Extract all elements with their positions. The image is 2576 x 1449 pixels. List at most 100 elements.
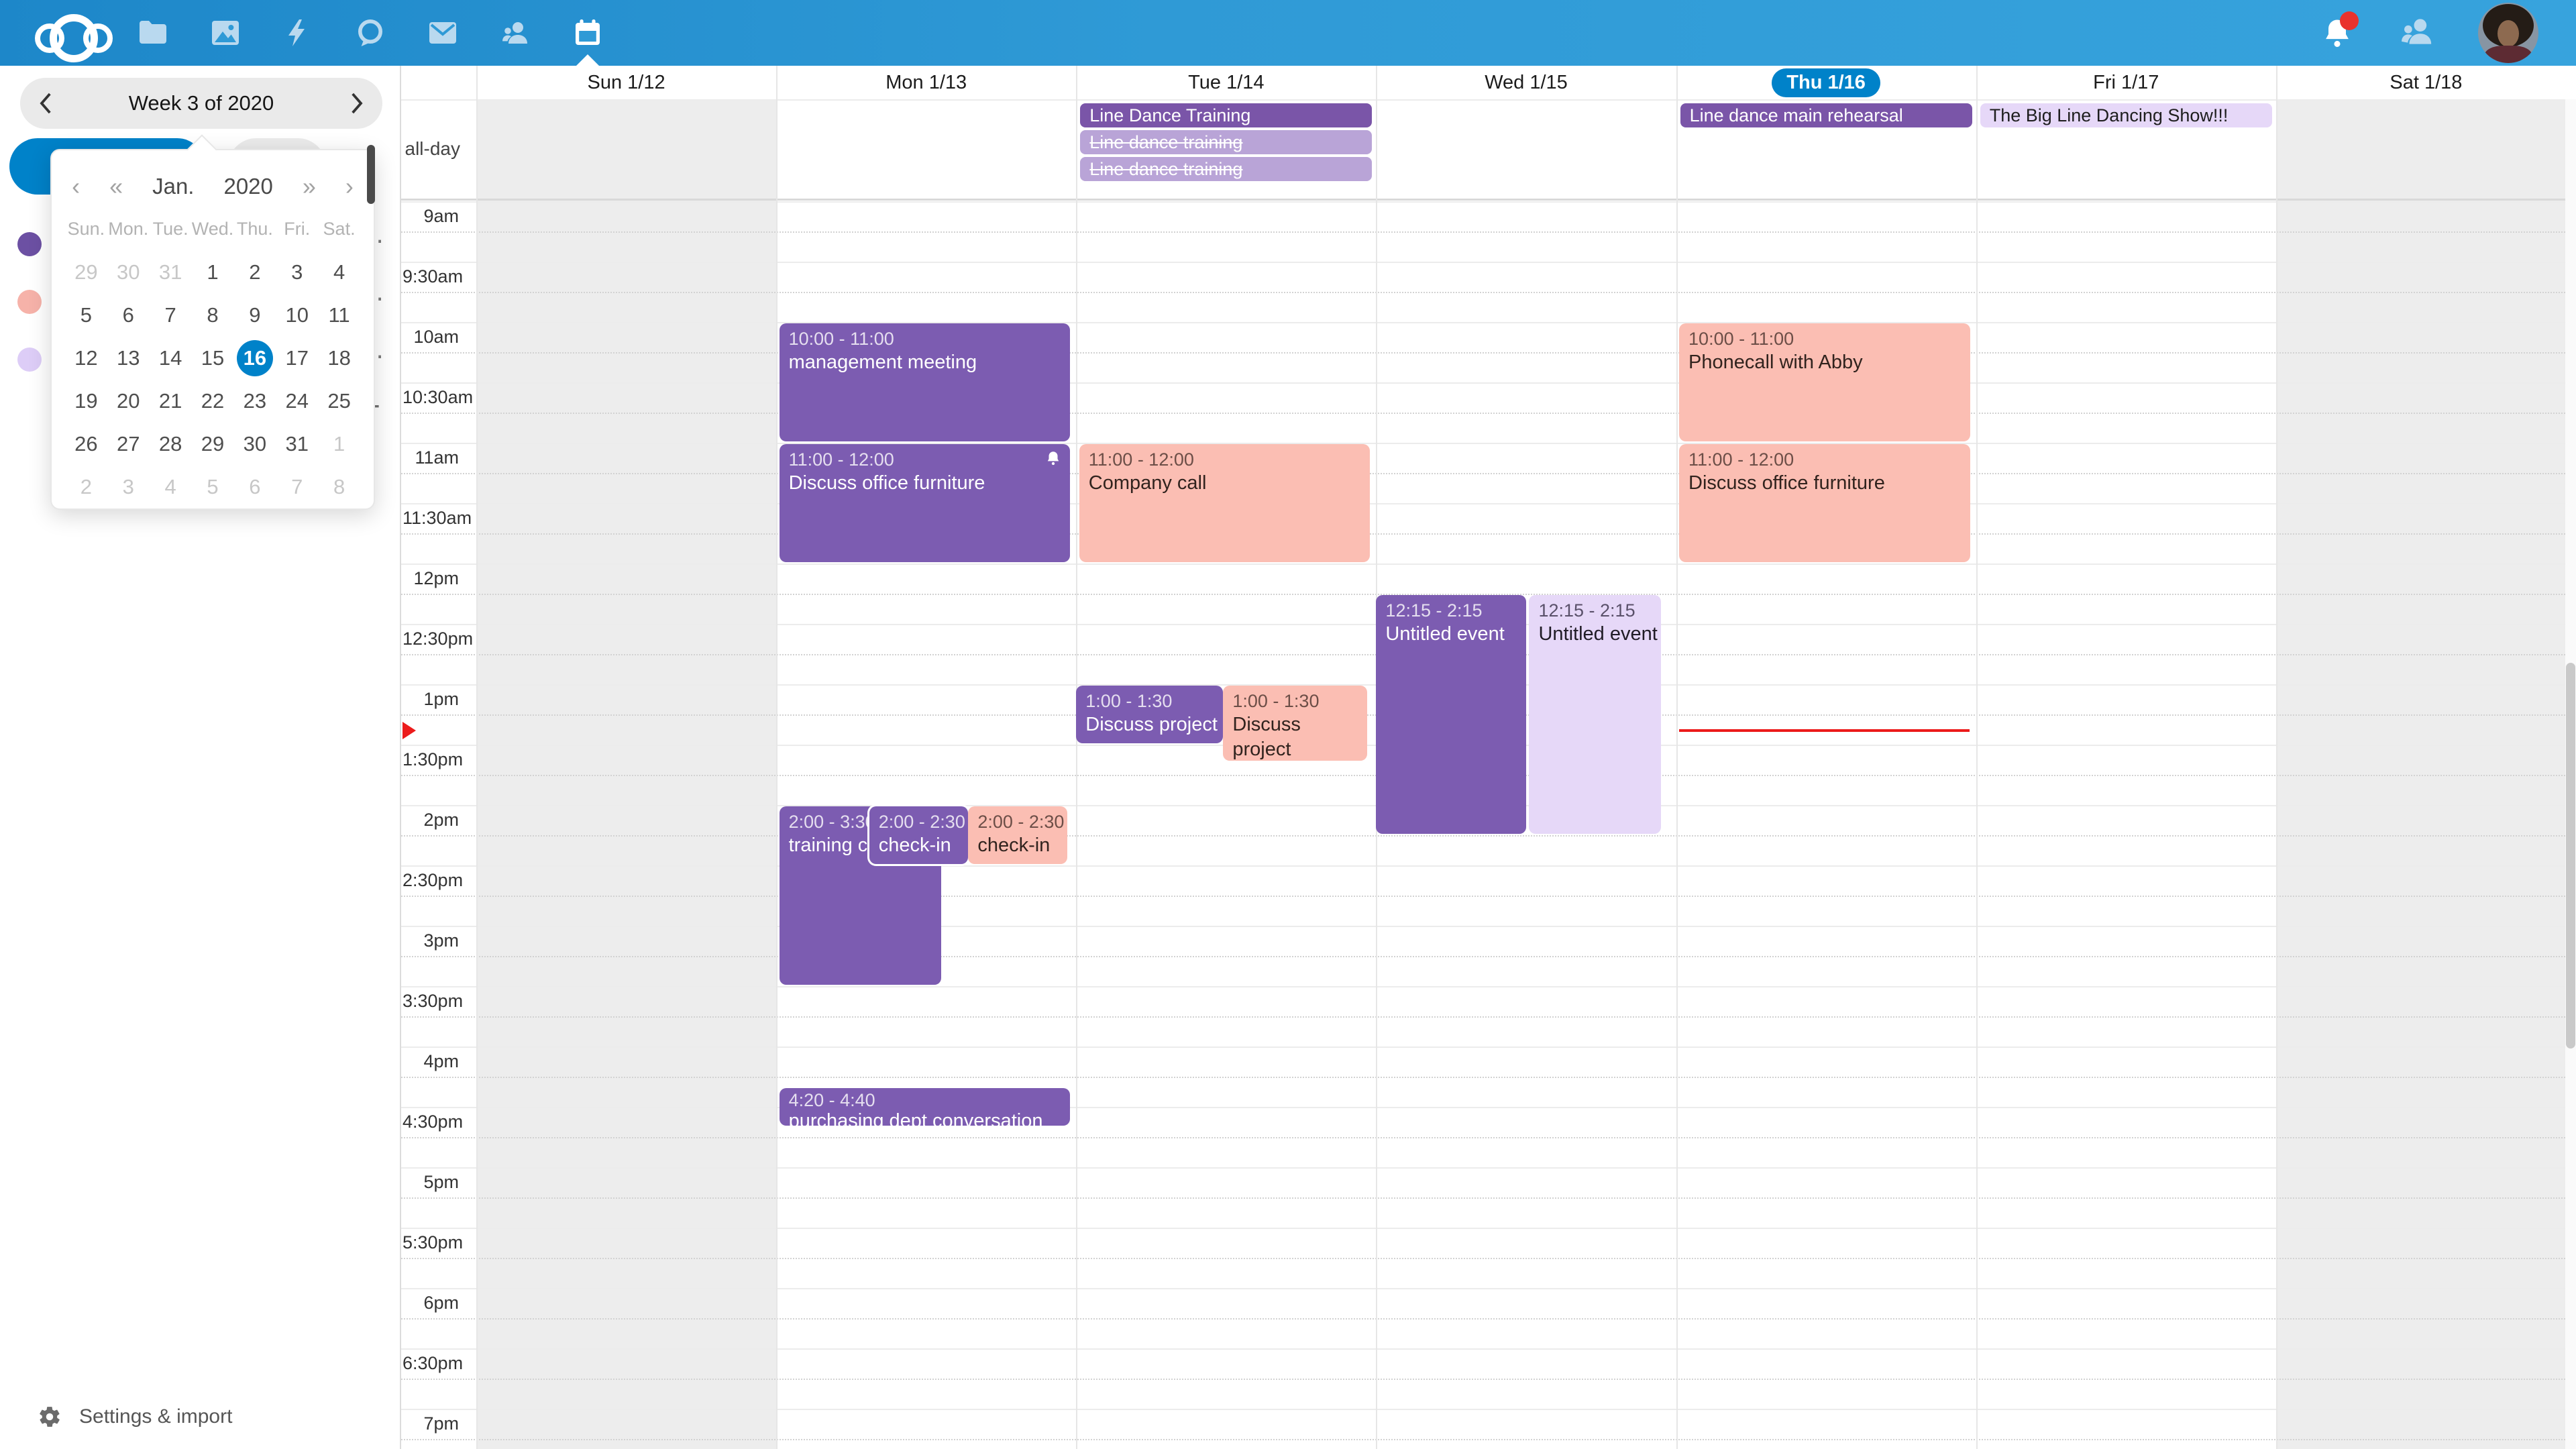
previous-week-icon[interactable] xyxy=(32,89,60,117)
week-label: Week 3 of 2020 xyxy=(128,91,274,115)
talk-app-icon[interactable] xyxy=(352,14,389,52)
datepicker-day[interactable]: 8 xyxy=(207,303,219,327)
datepicker-day[interactable]: 3 xyxy=(122,475,134,498)
time-label: 4pm xyxy=(423,1051,459,1071)
datepicker-day[interactable]: 9 xyxy=(249,303,261,327)
allday-event[interactable]: Line Dance Training xyxy=(1080,103,1373,127)
settings-import[interactable]: Settings & import xyxy=(38,1402,232,1432)
datepicker-day[interactable]: 28 xyxy=(158,432,182,455)
event-card[interactable]: 1:00 - 1:30 Discuss project announcement xyxy=(1076,686,1224,743)
event-card[interactable]: 10:00 - 11:00 management meeting xyxy=(779,323,1071,441)
datepicker-day[interactable]: 25 xyxy=(327,389,351,413)
allday-event[interactable]: The Big Line Dancing Show!!! xyxy=(1980,103,2272,127)
datepicker-day[interactable]: 16 xyxy=(233,337,276,380)
allday-event[interactable]: Line dance training xyxy=(1080,130,1373,154)
week-switcher[interactable]: Week 3 of 2020 xyxy=(20,78,382,129)
datepicker-day[interactable]: 7 xyxy=(164,303,176,327)
event-card[interactable]: 11:00 - 12:00 Discuss office furniture xyxy=(779,444,1071,562)
day-header-label: Wed 1/15 xyxy=(1485,71,1568,93)
datepicker-day[interactable]: 17 xyxy=(285,346,309,370)
datepicker-day[interactable]: 10 xyxy=(285,303,309,327)
datepicker-day[interactable]: 5 xyxy=(80,303,93,327)
day-header-thu[interactable]: Thu 1/16 xyxy=(1676,66,1976,99)
datepicker-day[interactable]: 18 xyxy=(327,346,351,370)
datepicker-day[interactable]: 31 xyxy=(285,432,309,455)
datepicker-day[interactable]: 20 xyxy=(117,389,140,413)
datepicker-day[interactable]: 1 xyxy=(207,260,219,284)
datepicker-day[interactable]: 7 xyxy=(291,475,303,498)
event-card[interactable]: 12:15 - 2:15 Untitled event xyxy=(1376,595,1526,834)
datepicker-day[interactable]: 8 xyxy=(333,475,345,498)
double-chevron-left-icon[interactable]: « xyxy=(109,172,123,200)
event-card[interactable]: 1:00 - 1:30 Discuss project announcement xyxy=(1223,686,1367,761)
sidebar-divider xyxy=(400,66,401,1449)
datepicker-selected-day[interactable]: 16 xyxy=(236,340,273,376)
chevron-left-icon[interactable]: ‹ xyxy=(72,172,80,200)
datepicker-day[interactable]: 30 xyxy=(117,260,140,284)
datepicker-day[interactable]: 29 xyxy=(201,432,225,455)
day-header-sun[interactable]: Sun 1/12 xyxy=(476,66,776,99)
mail-app-icon[interactable] xyxy=(424,14,462,52)
gear-icon xyxy=(40,1407,60,1427)
datepicker-day[interactable]: 6 xyxy=(249,475,261,498)
datepicker-day[interactable]: 2 xyxy=(80,475,93,498)
day-header-sat[interactable]: Sat 1/18 xyxy=(2276,66,2576,99)
event-time: 2:00 - 2:30 xyxy=(878,812,965,832)
activity-app-icon[interactable] xyxy=(279,14,317,52)
double-chevron-right-icon[interactable]: » xyxy=(302,172,316,200)
datepicker-day[interactable]: 15 xyxy=(201,346,225,370)
nextcloud-logo[interactable] xyxy=(35,14,113,62)
datepicker-day[interactable]: 13 xyxy=(117,346,140,370)
datepicker-day[interactable]: 11 xyxy=(328,303,350,327)
event-card[interactable]: 2:00 - 2:30 check-in xyxy=(968,806,1067,864)
main-scrollbar-thumb[interactable] xyxy=(2566,663,2575,1049)
event-card[interactable]: 4:20 - 4:40 purchasing dept conversation xyxy=(779,1087,1071,1126)
allday-event[interactable]: Line dance main rehearsal xyxy=(1680,103,1972,127)
datepicker-day[interactable]: 1 xyxy=(333,432,345,455)
datepicker-day[interactable]: 26 xyxy=(74,432,98,455)
event-card[interactable]: 11:00 - 12:00 Company call xyxy=(1079,444,1371,562)
datepicker-day[interactable]: 22 xyxy=(201,389,225,413)
datepicker-day[interactable]: 5 xyxy=(207,475,219,498)
calendar-app-icon[interactable] xyxy=(569,14,606,66)
datepicker-day[interactable]: 12 xyxy=(74,346,98,370)
datepicker-day[interactable]: 19 xyxy=(74,389,98,413)
slot-minor-line xyxy=(401,231,2565,233)
datepicker-day[interactable]: 3 xyxy=(291,260,303,284)
event-card[interactable]: 12:15 - 2:15 Untitled event xyxy=(1529,595,1662,834)
event-card[interactable]: 11:00 - 12:00 Discuss office furniture xyxy=(1679,444,1970,562)
datepicker-day[interactable]: 14 xyxy=(158,346,182,370)
contacts-app-icon[interactable] xyxy=(496,14,534,52)
files-app-icon[interactable] xyxy=(134,14,172,52)
notifications-bell-icon[interactable] xyxy=(2320,11,2359,50)
datepicker-day[interactable]: 29 xyxy=(74,260,98,284)
next-week-icon[interactable] xyxy=(342,89,370,117)
day-header-wed[interactable]: Wed 1/15 xyxy=(1376,66,1676,99)
slot-minor-line xyxy=(401,1258,2565,1259)
datepicker-day[interactable]: 4 xyxy=(333,260,345,284)
chevron-right-icon[interactable]: › xyxy=(345,172,354,200)
datepicker-day[interactable]: 6 xyxy=(122,303,134,327)
event-card[interactable]: 2:00 - 2:30 check-in xyxy=(869,806,969,864)
avatar-shirt xyxy=(2485,46,2532,63)
datepicker-day[interactable]: 30 xyxy=(243,432,267,455)
photos-app-icon[interactable] xyxy=(207,14,244,52)
event-card[interactable]: 10:00 - 11:00 Phonecall with Abby xyxy=(1679,323,1970,441)
day-header-tue[interactable]: Tue 1/14 xyxy=(1076,66,1376,99)
datepicker-day[interactable]: 4 xyxy=(164,475,176,498)
contacts-menu-icon[interactable] xyxy=(2398,13,2435,54)
datepicker-month[interactable]: Jan. xyxy=(152,174,195,199)
user-avatar[interactable] xyxy=(2478,3,2538,63)
day-header-fri[interactable]: Fri 1/17 xyxy=(1976,66,2276,99)
datepicker-day[interactable]: 24 xyxy=(285,389,309,413)
datepicker-day[interactable]: 31 xyxy=(158,260,182,284)
datepicker-day[interactable]: 21 xyxy=(158,389,182,413)
datepicker-day[interactable]: 2 xyxy=(249,260,261,284)
datepicker-day[interactable]: 27 xyxy=(117,432,140,455)
sidebar-scrollbar-thumb[interactable] xyxy=(367,145,375,204)
datepicker-year[interactable]: 2020 xyxy=(223,174,273,199)
datepicker-day[interactable]: 23 xyxy=(243,389,267,413)
day-header-mon[interactable]: Mon 1/13 xyxy=(776,66,1076,99)
allday-event[interactable]: Line dance training xyxy=(1080,157,1373,181)
